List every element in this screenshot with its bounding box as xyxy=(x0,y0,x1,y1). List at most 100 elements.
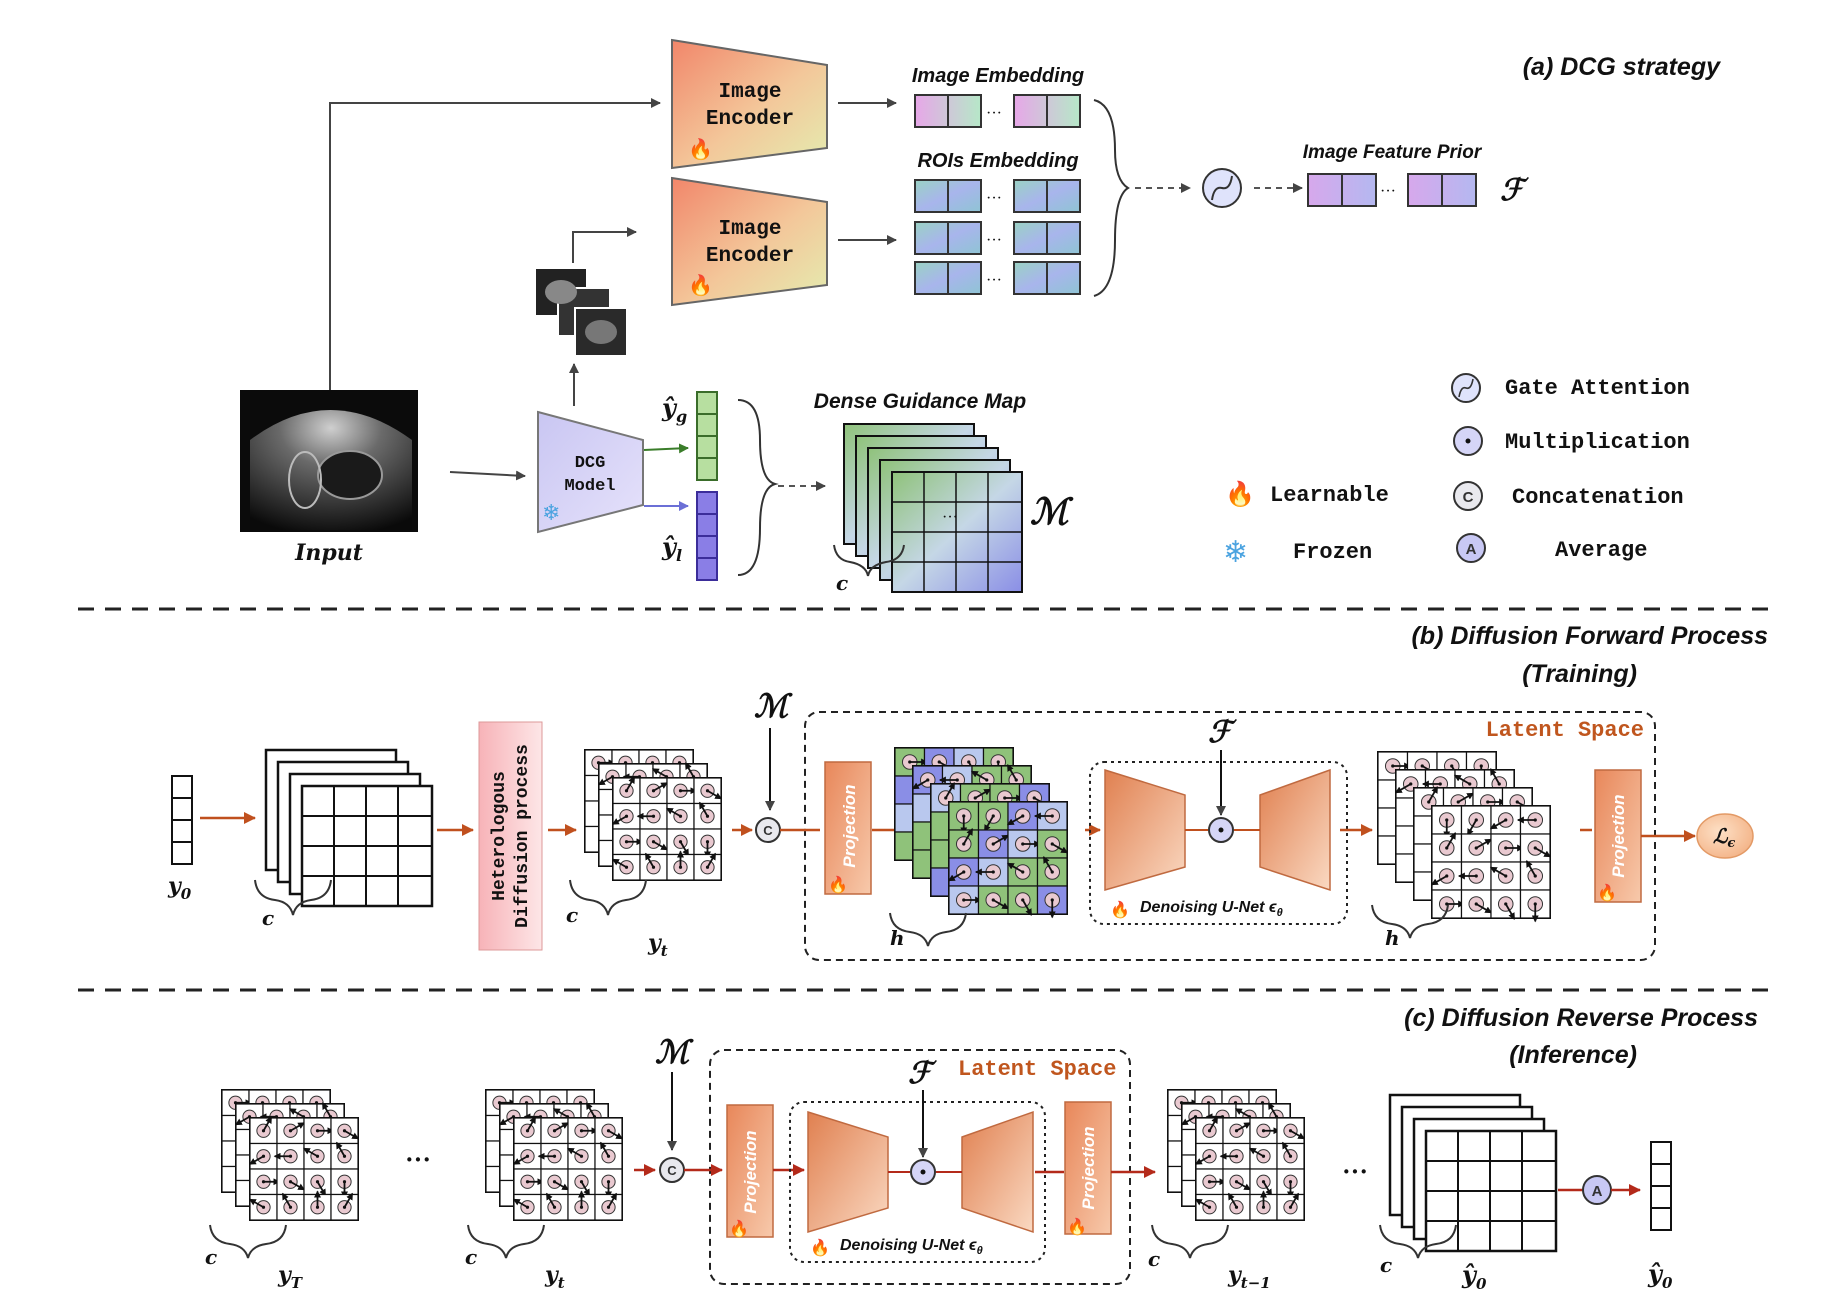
svg-text:ŷ0: ŷ0 xyxy=(1461,1260,1487,1292)
svg-text:Diffusion process: Diffusion process xyxy=(513,744,533,928)
m-symbol-forward: ℳ xyxy=(754,687,793,725)
legend: 🔥 Learnable ❄ Frozen Gate Attention Mult… xyxy=(1223,373,1690,569)
image-embedding-label: Image Embedding xyxy=(912,65,1084,87)
unet-box-reverse xyxy=(789,1101,1046,1263)
latent-space-label-forward: Latent Space xyxy=(1486,718,1644,743)
input-to-dcg-arrow xyxy=(449,470,526,481)
projection-reverse-1: Projection 🔥 xyxy=(726,1104,774,1238)
svg-text:c: c xyxy=(205,1245,217,1269)
flame-icon: 🔥 xyxy=(688,273,713,297)
dense-guidance-map: ··· xyxy=(843,423,1023,593)
f-symbol-dcg: ℱ xyxy=(1500,173,1529,208)
flame-icon: 🔥 xyxy=(729,1219,749,1238)
heterologous-diffusion-process: Heterologous Diffusion process xyxy=(478,721,543,951)
svg-text:y0: y0 xyxy=(167,873,192,903)
svg-text:ŷ0: ŷ0 xyxy=(1647,1259,1673,1292)
svg-text:···: ··· xyxy=(1380,183,1396,200)
svg-text:Frozen: Frozen xyxy=(1293,540,1372,565)
input-label: Input xyxy=(294,540,363,566)
yl-vector xyxy=(696,491,718,581)
rois-embedding: ··· ··· ··· xyxy=(914,179,1081,295)
svg-text:C: C xyxy=(763,823,773,838)
m-symbol-dcg: ℳ xyxy=(1030,491,1074,533)
image-encoder-mid: Image Encoder 🔥 xyxy=(671,176,828,307)
svg-text:c: c xyxy=(836,571,848,595)
svg-text:···: ··· xyxy=(986,190,1002,207)
unet-box-forward xyxy=(1089,761,1348,925)
svg-text:Image: Image xyxy=(718,218,781,241)
flame-icon: 🔥 xyxy=(1110,900,1130,919)
average-icon xyxy=(1456,533,1486,563)
section-a-title: (a) DCG strategy xyxy=(1523,53,1721,81)
svg-text:···: ··· xyxy=(942,509,958,526)
input-to-encoder-arrow xyxy=(329,98,661,390)
svg-text:···: ··· xyxy=(405,1145,431,1174)
projection-forward-2: Projection 🔥 xyxy=(1594,769,1642,903)
svg-text:h: h xyxy=(890,926,905,950)
svg-text:h: h xyxy=(1385,926,1400,950)
f-symbol-reverse: ℱ xyxy=(908,1056,937,1091)
section-b-title-2: (Training) xyxy=(1522,660,1637,688)
svg-text:C: C xyxy=(667,1163,677,1178)
svg-text:c: c xyxy=(1380,1253,1392,1277)
svg-text:···: ··· xyxy=(986,105,1002,122)
svg-text:Gate Attention: Gate Attention xyxy=(1505,376,1690,401)
rois-embedding-label: ROIs Embedding xyxy=(917,150,1078,172)
noisy-stack-yt-forward xyxy=(584,749,723,881)
flame-icon: 🔥 xyxy=(1225,480,1255,508)
unet-reverse: 🔥 Denoising U-Net ϵθ xyxy=(807,1110,1034,1257)
svg-text:Encoder: Encoder xyxy=(706,245,794,268)
svg-text:yT: yT xyxy=(277,1262,304,1292)
clean-grid-stack-reverse xyxy=(1388,1093,1558,1253)
svg-text:Projection: Projection xyxy=(1079,1126,1098,1209)
flame-icon: 🔥 xyxy=(688,137,713,161)
svg-text:Projection: Projection xyxy=(1609,794,1628,877)
projection-reverse-2: Projection 🔥 xyxy=(1064,1101,1112,1236)
svg-text:C: C xyxy=(1463,489,1474,506)
svg-text:Projection: Projection xyxy=(741,1130,760,1213)
image-encoder-top: Image Encoder 🔥 xyxy=(671,38,828,170)
svg-text:Learnable: Learnable xyxy=(1270,483,1389,508)
svg-text:Model: Model xyxy=(564,477,615,496)
y0-vector xyxy=(171,775,193,865)
svg-text:Denoising U-Net ϵθ: Denoising U-Net ϵθ xyxy=(840,1237,983,1257)
noisy-stack-yT xyxy=(221,1089,360,1221)
dense-guidance-map-label: Dense Guidance Map xyxy=(814,390,1027,413)
svg-text:Multiplication: Multiplication xyxy=(1505,430,1690,455)
flame-icon: 🔥 xyxy=(810,1238,830,1257)
svg-text:A: A xyxy=(1466,541,1477,558)
latent-space-label-reverse: Latent Space xyxy=(958,1057,1116,1082)
noisy-stack-yt-minus-1 xyxy=(1167,1089,1306,1221)
svg-text:c: c xyxy=(566,903,578,927)
gate-attention-icon xyxy=(1202,168,1242,208)
noisy-stack-yt-reverse xyxy=(485,1089,624,1221)
svg-text:ŷl: ŷl xyxy=(661,532,682,565)
flame-icon: 🔥 xyxy=(1597,883,1617,902)
svg-text:Denoising U-Net ϵθ: Denoising U-Net ϵθ xyxy=(1140,899,1283,919)
svg-text:yt−1: yt−1 xyxy=(1227,1262,1271,1292)
flame-icon: 🔥 xyxy=(828,875,848,894)
concatenation-icon xyxy=(1453,481,1483,511)
section-b-title-1: (b) Diffusion Forward Process xyxy=(1411,622,1768,650)
clean-grid-stack-forward xyxy=(264,748,434,908)
flame-icon: 🔥 xyxy=(1067,1217,1087,1236)
svg-text:ŷg: ŷg xyxy=(661,393,687,426)
image-feature-prior-label: Image Feature Prior xyxy=(1303,142,1483,163)
svg-text:DCG: DCG xyxy=(575,454,606,473)
unet-forward: 🔥 Denoising U-Net ϵθ xyxy=(1104,768,1331,919)
section-c-title-1: (c) Diffusion Reverse Process xyxy=(1404,1004,1758,1032)
image-embedding: ··· xyxy=(914,94,1081,128)
image-feature-prior: ··· xyxy=(1307,173,1477,207)
svg-text:c: c xyxy=(1148,1247,1160,1271)
svg-text:A: A xyxy=(1592,1183,1603,1200)
projection-forward-1: Projection 🔥 xyxy=(824,761,872,895)
snowflake-icon: ❄ xyxy=(542,500,560,525)
f-symbol-forward: ℱ xyxy=(1208,715,1237,750)
svg-text:Encoder: Encoder xyxy=(706,108,794,131)
svg-text:c: c xyxy=(465,1245,477,1269)
svg-text:c: c xyxy=(262,906,274,930)
yhat0-vector xyxy=(1650,1141,1672,1231)
svg-text:Heterologous: Heterologous xyxy=(490,771,510,901)
